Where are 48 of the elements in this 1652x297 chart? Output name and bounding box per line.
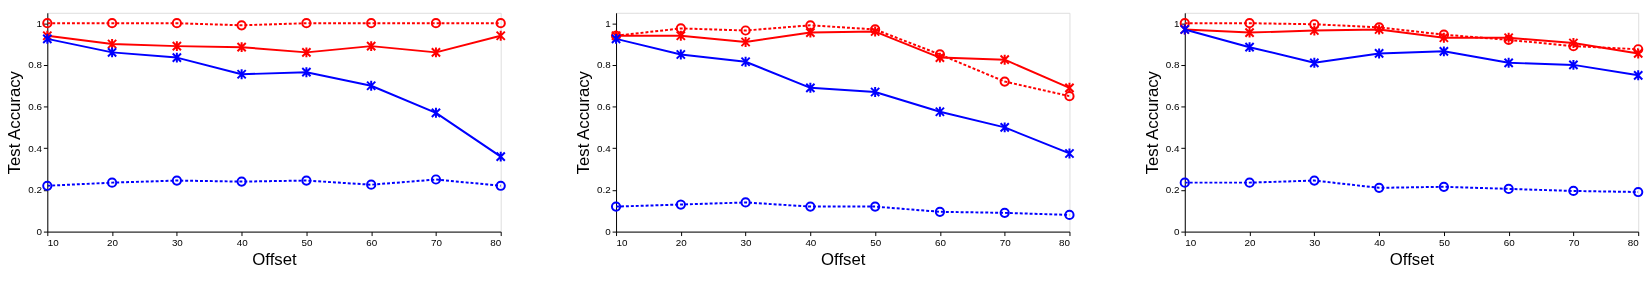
y-tick-label: 0.4 xyxy=(596,142,612,154)
y-tick-label: 0.6 xyxy=(28,101,43,113)
x-tick-label: 30 xyxy=(1309,236,1321,248)
x-tick-label: 20 xyxy=(107,236,119,248)
x-tick-label: 50 xyxy=(1438,236,1451,248)
x-tick-label: 40 xyxy=(236,236,249,248)
y-tick-label: 0.6 xyxy=(1165,101,1180,113)
y-axis-title: Test Accuracy xyxy=(1142,70,1162,175)
x-tick-label: 40 xyxy=(805,236,817,248)
x-tick-label: 70 xyxy=(1568,236,1580,248)
y-tick-label: 0 xyxy=(1173,226,1180,238)
x-tick-label: 80 xyxy=(490,236,502,248)
x-tick-label: 10 xyxy=(1185,236,1197,248)
x-tick-label: 60 xyxy=(366,236,378,248)
y-tick-label: 0.8 xyxy=(28,59,43,71)
y-tick-label: 0.2 xyxy=(596,184,611,196)
y-tick-label: 1 xyxy=(36,17,42,29)
y-tick-label: 0.6 xyxy=(596,101,612,113)
x-tick-label: 70 xyxy=(430,236,443,248)
x-tick-label: 20 xyxy=(1244,236,1257,248)
y-tick-label: 0 xyxy=(605,226,612,238)
y-tick-label: 0.8 xyxy=(596,59,612,71)
y-tick-label: 0 xyxy=(36,226,43,238)
x-tick-label: 70 xyxy=(999,236,1012,248)
x-tick-label: 80 xyxy=(1059,236,1071,248)
x-tick-label: 60 xyxy=(934,236,947,248)
x-tick-label: 30 xyxy=(740,236,753,248)
x-tick-label: 40 xyxy=(1374,236,1386,248)
y-tick-label: 0.4 xyxy=(28,142,43,154)
y-tick-label: 0.8 xyxy=(1165,59,1180,71)
y-tick-label: 1 xyxy=(1173,17,1180,29)
x-tick-label: 10 xyxy=(616,236,629,248)
y-tick-label: 0.4 xyxy=(1165,142,1180,154)
y-axis-title: Test Accuracy xyxy=(5,70,25,175)
y-tick-label: 0.2 xyxy=(1165,184,1180,196)
y-axis-title: Test Accuracy xyxy=(574,70,594,175)
x-tick-label: 20 xyxy=(675,236,688,248)
x-tick-label: 50 xyxy=(870,236,882,248)
x-axis-title: Offset xyxy=(821,249,866,269)
x-tick-label: 60 xyxy=(1503,236,1516,248)
x-tick-label: 30 xyxy=(171,236,184,248)
x-axis-title: Offset xyxy=(252,249,298,269)
x-axis-title: Offset xyxy=(1389,249,1435,269)
x-tick-label: 10 xyxy=(47,236,60,248)
y-tick-label: 0.2 xyxy=(28,184,42,196)
y-tick-label: 1 xyxy=(605,17,611,29)
x-tick-label: 50 xyxy=(301,236,313,248)
x-tick-label: 80 xyxy=(1627,236,1640,248)
